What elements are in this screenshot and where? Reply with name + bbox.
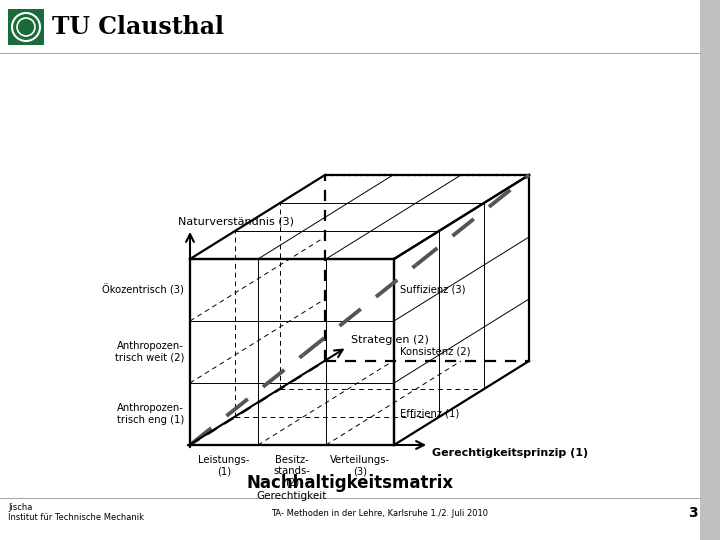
Bar: [8, 9, 44, 45]
Text: Anthropozen-
trisch eng (1): Anthropozen- trisch eng (1): [117, 403, 184, 425]
Bar: [700, 0, 720, 540]
Text: Nachhaltigkeitsmatrix: Nachhaltigkeitsmatrix: [246, 474, 454, 492]
Text: TU Clausthal: TU Clausthal: [52, 15, 224, 39]
Text: Strategien (2): Strategien (2): [351, 335, 429, 345]
Text: Besitz-
stands-
(2): Besitz- stands- (2): [274, 455, 310, 488]
Circle shape: [12, 13, 40, 41]
Text: Naturverständnis (3): Naturverständnis (3): [178, 217, 294, 227]
Text: Suffizienz (3): Suffizienz (3): [400, 285, 466, 295]
Text: 3: 3: [688, 506, 698, 520]
Text: Effizienz (1): Effizienz (1): [400, 409, 459, 419]
Text: Anthropozen-
trisch weit (2): Anthropozen- trisch weit (2): [114, 341, 184, 363]
Text: Konsistenz (2): Konsistenz (2): [400, 347, 470, 357]
Text: Ökozentrisch (3): Ökozentrisch (3): [102, 284, 184, 296]
Text: Gerechtigkeitsprinzip (1): Gerechtigkeitsprinzip (1): [432, 448, 588, 458]
Text: Jischa: Jischa: [8, 503, 32, 512]
Text: Institut für Technische Mechanik: Institut für Technische Mechanik: [8, 514, 144, 523]
Text: Leistungs-
(1): Leistungs- (1): [198, 455, 250, 476]
Text: TA- Methoden in der Lehre, Karlsruhe 1./2. Juli 2010: TA- Methoden in der Lehre, Karlsruhe 1./…: [271, 509, 488, 517]
Text: Gerechtigkeit: Gerechtigkeit: [257, 491, 327, 501]
Text: Verteilungs-
(3): Verteilungs- (3): [330, 455, 390, 476]
